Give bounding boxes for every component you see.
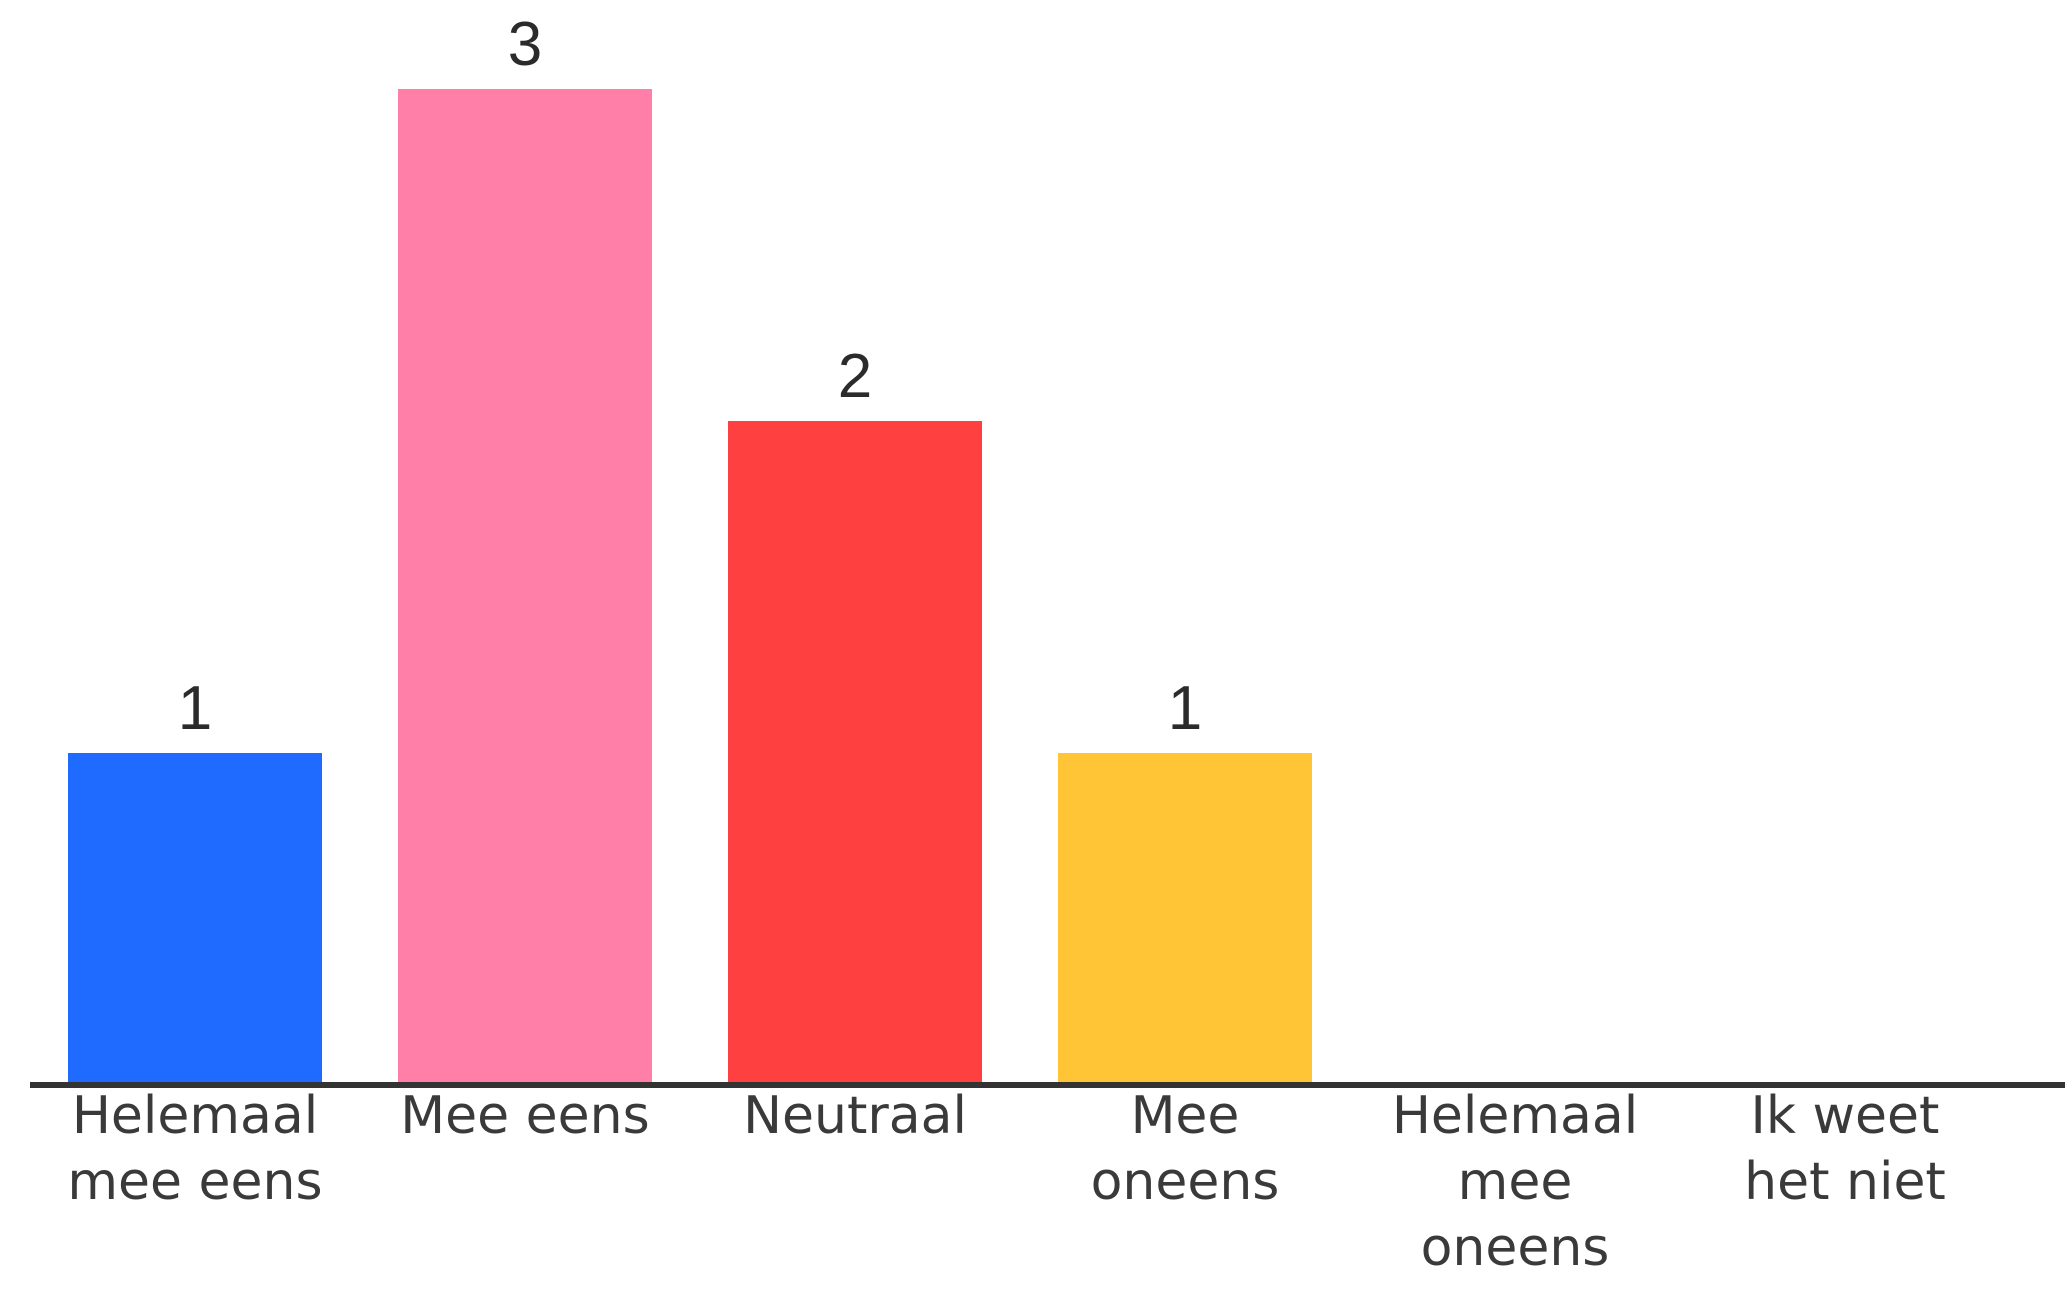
category-label-3: Neutraal xyxy=(743,1086,967,1146)
category-label-5: Helemaal mee oneens xyxy=(1392,1086,1638,1278)
category-label-line: Mee xyxy=(1131,1086,1240,1146)
category-label-4: Mee oneens xyxy=(1091,1086,1280,1212)
category-label-line: Helemaal xyxy=(72,1086,318,1146)
bars-group xyxy=(68,89,1312,1085)
category-label-line: mee xyxy=(1458,1152,1573,1212)
bar-1 xyxy=(68,753,322,1085)
value-label-3: 2 xyxy=(838,342,872,411)
category-label-6: Ik weet het niet xyxy=(1744,1086,1946,1212)
category-label-line: Helemaal xyxy=(1392,1086,1638,1146)
category-label-line: Ik weet xyxy=(1751,1086,1940,1146)
category-label-line: mee eens xyxy=(67,1152,322,1212)
value-label-2: 3 xyxy=(508,10,542,79)
category-label-line: Mee eens xyxy=(400,1086,649,1146)
category-label-2: Mee eens xyxy=(400,1086,649,1146)
category-label-line: oneens xyxy=(1421,1218,1610,1278)
category-label-line: het niet xyxy=(1744,1152,1946,1212)
category-label-line: oneens xyxy=(1091,1152,1280,1212)
value-label-4: 1 xyxy=(1168,674,1202,743)
bar-4 xyxy=(1058,753,1312,1085)
category-label-line: Neutraal xyxy=(743,1086,967,1146)
category-label-1: Helemaal mee eens xyxy=(67,1086,322,1212)
value-label-1: 1 xyxy=(178,674,212,743)
value-labels-group: 1 3 2 1 xyxy=(178,10,1202,743)
bar-2 xyxy=(398,89,652,1085)
bar-3 xyxy=(728,421,982,1085)
